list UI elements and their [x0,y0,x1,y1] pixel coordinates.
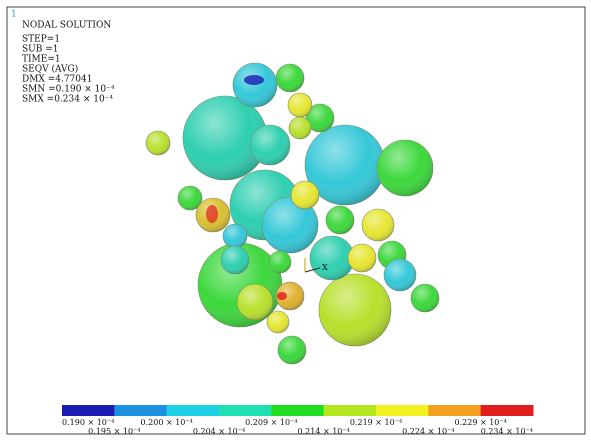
legend-band [114,405,167,416]
sphere-shade [269,251,291,273]
info-line: TIME=1 [22,55,61,65]
sphere-shade [319,274,391,346]
sphere-shade [384,259,416,291]
sphere-shade [233,63,277,107]
sphere-shade [377,140,433,196]
info-line: SMN =0.190 × 10⁻⁴ [22,85,115,95]
legend-band [481,405,534,416]
sphere-shade [250,125,290,165]
legend-label: 0.219 × 10⁻⁴ [350,418,402,427]
screenshot: 1 NODAL SOLUTION STEP=1SUB =1TIME=1SEQV (… [0,0,591,441]
sphere-shade [411,284,439,312]
hot-spot [206,205,218,223]
triad-label: X [322,263,328,272]
sphere-shade [310,236,354,280]
legend-label: 0.234 × 10⁻⁴ [481,427,533,436]
legend-label: 0.209 × 10⁻⁴ [245,418,297,427]
legend-label: 0.190 × 10⁻⁴ [62,418,114,427]
sphere-shade [276,64,304,92]
info-line: SUB =1 [22,45,59,55]
sphere-shade [326,206,354,234]
sphere-shade [221,246,249,274]
info-line: SMX =0.234 × 10⁻⁴ [22,95,113,105]
legend-label: 0.229 × 10⁻⁴ [455,418,507,427]
legend-band [219,405,272,416]
sphere-shade [289,117,311,139]
sphere-shade [146,131,170,155]
sphere-shade [362,209,394,241]
sphere-shade [223,224,247,248]
legend-band [324,405,377,416]
legend-label: 0.214 × 10⁻⁴ [298,427,350,436]
sphere-shade [291,181,319,209]
legend-band [167,405,220,416]
info-line: SEQV (AVG) [22,64,78,75]
legend-band [376,405,429,416]
legend-band [271,405,324,416]
info-line: DMX =4.77041 [22,75,92,85]
legend-band [62,405,115,416]
hot-spot [277,292,287,300]
legend-label: 0.224 × 10⁻⁴ [402,427,454,436]
info-line: STEP=1 [22,35,60,45]
legend-label: 0.204 × 10⁻⁴ [193,427,245,436]
legend-label: 0.195 × 10⁻⁴ [88,427,140,436]
sphere-shade [278,336,306,364]
legend-label: 0.200 × 10⁻⁴ [141,418,193,427]
window-number: 1 [11,10,17,20]
legend-band [428,405,481,416]
hot-spot [244,75,264,85]
sphere-shade [348,244,376,272]
sphere-shade [267,311,289,333]
sphere-shade [288,93,312,117]
info-line: NODAL SOLUTION [22,21,111,31]
sphere-shade [237,284,273,320]
